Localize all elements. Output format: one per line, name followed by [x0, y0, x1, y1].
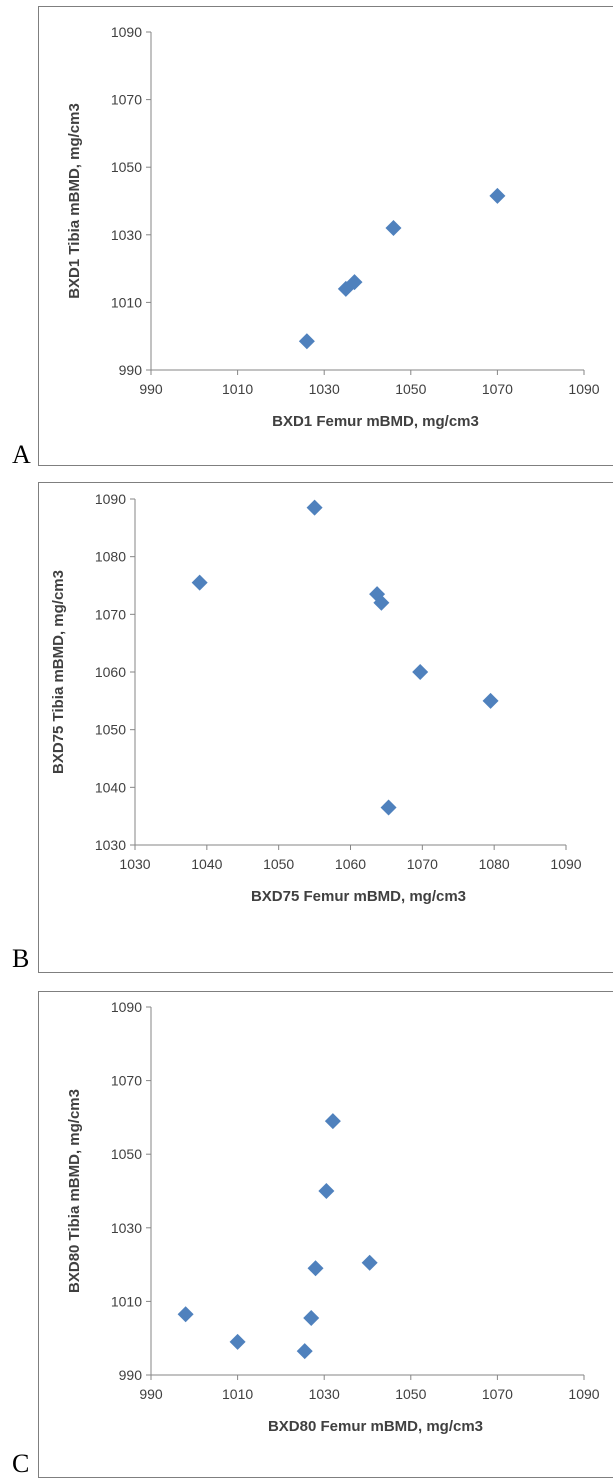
x-tick-label: 1070 [482, 381, 513, 397]
y-tick-label: 1090 [111, 24, 142, 40]
data-point [369, 586, 386, 603]
panel-letter-c: C [12, 1449, 30, 1478]
x-tick-label: 1040 [191, 856, 222, 872]
panel-letter-a: A [12, 440, 31, 469]
data-point [412, 664, 429, 680]
data-point [298, 333, 315, 350]
scatter-chart-a: 990 1010 1030 1050 1070 1090 990 1010 1030 1050 10… [66, 24, 600, 430]
x-axis-title: BXD75 Femur mBMD, mg/cm3 [251, 888, 466, 905]
x-tick-label: 990 [139, 1386, 163, 1402]
x-tick-label: 1070 [482, 1386, 513, 1402]
data-point [361, 1254, 378, 1271]
y-tick-label: 1070 [111, 92, 142, 108]
y-tick-label: 1010 [111, 1293, 142, 1309]
data-point [380, 799, 397, 816]
y-axis-title: BXD1 Tibia mBMD, mg/cm3 [66, 103, 83, 299]
data-point [373, 594, 390, 611]
chart-frame-b: 1030 1040 1050 1060 1070 1080 1090 1030 1040 1050… [38, 482, 613, 973]
y-tick-label: 1010 [111, 294, 142, 310]
x-tick-label: 1050 [263, 856, 294, 872]
data-point [482, 692, 499, 709]
data-point [191, 574, 208, 591]
x-tick-label: 1010 [222, 381, 253, 397]
x-tick-label: 1030 [309, 1386, 340, 1402]
data-point [324, 1113, 341, 1130]
x-tick-label: 1010 [222, 1386, 253, 1402]
data-point [318, 1183, 335, 1199]
data-point [177, 1306, 194, 1323]
y-tick-label: 1090 [95, 491, 126, 507]
data-point [303, 1309, 320, 1326]
y-tick-label: 990 [119, 362, 143, 378]
x-tick-label: 1090 [568, 381, 599, 397]
y-tick-label: 1030 [95, 837, 126, 853]
x-axis-title: BXD80 Femur mBMD, mg/cm3 [268, 1418, 483, 1435]
scatter-chart-b: 1030 1040 1050 1060 1070 1080 1090 1030 1040 1050… [50, 491, 582, 905]
x-tick-label: 1090 [568, 1386, 599, 1402]
x-tick-label: 1090 [550, 856, 581, 872]
y-tick-label: 1070 [95, 606, 126, 622]
data-point [229, 1333, 246, 1350]
x-tick-label: 1060 [335, 856, 366, 872]
data-point [307, 1260, 324, 1277]
panel-c: 990 1010 1030 1050 1070 1090 990 1010 1030 1050 10… [0, 985, 613, 1479]
x-tick-label: 1030 [119, 856, 150, 872]
data-point [489, 187, 506, 204]
x-axis-title: BXD1 Femur mBMD, mg/cm3 [272, 413, 479, 430]
y-tick-label: 1080 [95, 549, 126, 565]
y-axis-title: BXD75 Tibia mBMD, mg/cm3 [50, 570, 67, 774]
x-tick-label: 1030 [309, 381, 340, 397]
x-tick-label: 1070 [407, 856, 438, 872]
y-tick-label: 1060 [95, 664, 126, 680]
x-tick-label: 990 [139, 381, 163, 397]
panel-letter-b: B [12, 944, 30, 973]
y-tick-label: 1030 [111, 227, 142, 243]
y-tick-label: 990 [119, 1367, 143, 1383]
y-tick-label: 1050 [111, 1146, 142, 1162]
chart-frame-a: 990 1010 1030 1050 1070 1090 990 1010 1030 1050 10… [38, 6, 613, 466]
data-point [306, 499, 323, 516]
y-tick-label: 1070 [111, 1073, 142, 1089]
y-axis-title: BXD80 Tibia mBMD, mg/cm3 [66, 1089, 83, 1293]
y-tick-label: 1090 [111, 999, 142, 1015]
x-tick-label: 1080 [479, 856, 510, 872]
y-tick-label: 1050 [95, 722, 126, 738]
data-point [296, 1343, 313, 1360]
y-tick-label: 1030 [111, 1220, 142, 1236]
scatter-chart-c: 990 1010 1030 1050 1070 1090 990 1010 1030 1050 10… [66, 999, 600, 1435]
x-tick-label: 1050 [395, 381, 426, 397]
panel-b: 1030 1040 1050 1060 1070 1080 1090 1030 1040 1050… [0, 476, 613, 974]
data-point [346, 274, 363, 291]
y-tick-label: 1040 [95, 779, 126, 795]
panel-a: 990 1010 1030 1050 1070 1090 990 1010 1030 1050 10… [0, 0, 613, 470]
y-tick-label: 1050 [111, 159, 142, 175]
chart-frame-c: 990 1010 1030 1050 1070 1090 990 1010 1030 1050 10… [38, 991, 613, 1478]
x-tick-label: 1050 [395, 1386, 426, 1402]
data-point [385, 220, 402, 237]
